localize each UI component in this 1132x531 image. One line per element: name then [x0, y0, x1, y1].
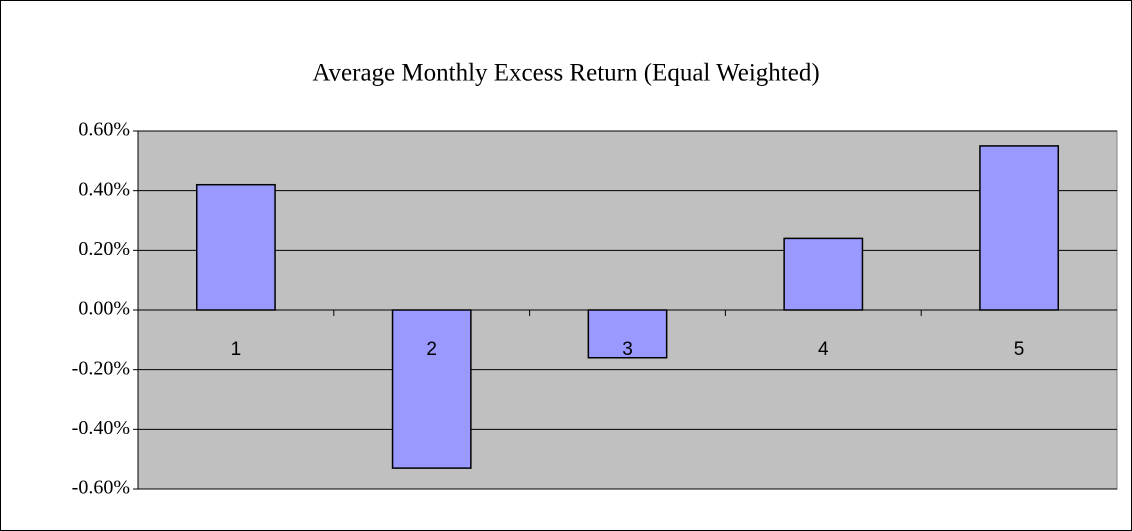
x-tick-label: 3 [622, 339, 633, 360]
bar [979, 145, 1060, 311]
bar [587, 309, 668, 359]
y-tick-label: -0.60% [72, 477, 130, 499]
y-tick-label: 0.40% [78, 178, 130, 200]
bar [783, 237, 864, 311]
x-tick-label: 4 [818, 339, 829, 360]
x-tick-label: 1 [231, 339, 242, 360]
bar [391, 309, 472, 469]
x-tick-label: 5 [1014, 339, 1025, 360]
bar [195, 183, 276, 311]
y-tick-label: -0.20% [72, 357, 130, 379]
y-tick-label: 0.20% [78, 238, 130, 260]
chart-title: Average Monthly Excess Return (Equal Wei… [312, 60, 819, 87]
x-tick-label: 2 [426, 339, 437, 360]
y-tick-label: 0.60% [78, 119, 130, 141]
y-tick-label: 0.00% [78, 298, 130, 320]
y-tick-label: -0.40% [72, 417, 130, 439]
